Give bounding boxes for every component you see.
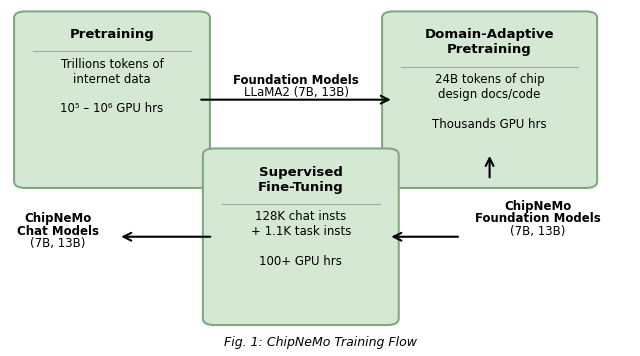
Text: (7B, 13B): (7B, 13B) (30, 237, 85, 250)
Text: Foundation Models: Foundation Models (234, 74, 359, 87)
FancyBboxPatch shape (203, 148, 399, 325)
Text: 24B tokens of chip
design docs/code: 24B tokens of chip design docs/code (435, 73, 545, 101)
Text: Supervised
Fine-Tuning: Supervised Fine-Tuning (258, 166, 344, 194)
Text: Pretraining: Pretraining (70, 28, 154, 42)
Text: ChipNeMo: ChipNeMo (504, 200, 572, 213)
Text: 128K chat insts
+ 1.1K task insts: 128K chat insts + 1.1K task insts (251, 210, 351, 239)
Text: LLaMA2 (7B, 13B): LLaMA2 (7B, 13B) (244, 86, 349, 99)
Text: Thousands GPU hrs: Thousands GPU hrs (432, 117, 547, 131)
Text: ChipNeMo: ChipNeMo (24, 213, 92, 225)
Text: (7B, 13B): (7B, 13B) (510, 225, 565, 238)
FancyBboxPatch shape (382, 11, 597, 188)
Text: 10⁵ – 10⁶ GPU hrs: 10⁵ – 10⁶ GPU hrs (60, 102, 164, 115)
FancyBboxPatch shape (14, 11, 210, 188)
Text: 100+ GPU hrs: 100+ GPU hrs (259, 255, 342, 268)
Text: Foundation Models: Foundation Models (475, 213, 600, 225)
Text: Domain-Adaptive
Pretraining: Domain-Adaptive Pretraining (425, 28, 554, 57)
Text: Trillions tokens of
internet data: Trillions tokens of internet data (61, 58, 163, 86)
Text: Chat Models: Chat Models (17, 225, 99, 238)
Text: Fig. 1: ChipNeMo Training Flow: Fig. 1: ChipNeMo Training Flow (223, 336, 417, 349)
